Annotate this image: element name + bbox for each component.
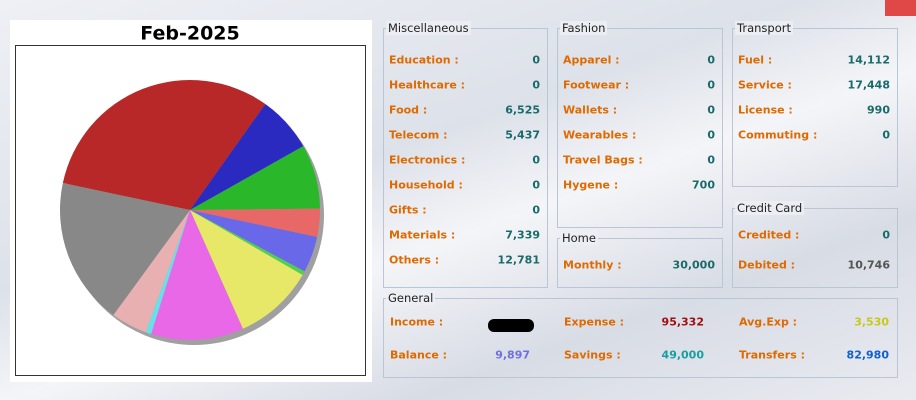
panel-frame [732, 208, 898, 288]
row-value: 0 [532, 78, 540, 92]
row-value: 0 [707, 153, 715, 167]
row-value: 0 [532, 203, 540, 217]
panel-frame [383, 298, 898, 378]
row-label: Household : [389, 178, 463, 192]
row-value: 95,332 [661, 315, 704, 329]
row-label: Monthly : [563, 258, 622, 272]
row-value: 49,000 [661, 348, 704, 362]
pie-slice [62, 80, 266, 210]
row-value: 0 [707, 103, 715, 117]
row-value: 0 [532, 53, 540, 67]
row-label: Wearables : [563, 128, 637, 142]
pie-slice [151, 210, 243, 340]
row-label: Gifts : [389, 203, 427, 217]
panel-frame [557, 28, 723, 228]
row-label: Apparel : [563, 53, 620, 67]
row-value: 700 [692, 178, 715, 192]
row-label: Electronics : [389, 153, 466, 167]
row-label: License : [738, 103, 793, 117]
pie-slice [60, 182, 191, 316]
row-label: Service : [738, 78, 792, 92]
row-value: 6,525 [505, 103, 540, 117]
row-label: Others : [389, 253, 440, 267]
row-label: Food : [389, 103, 428, 117]
row-value: 0 [532, 178, 540, 192]
row-value: 9,897 [495, 348, 530, 362]
income-redacted [488, 319, 534, 332]
row-label: Income : [390, 315, 444, 329]
pie-slice [145, 210, 190, 335]
pie-slice [190, 210, 318, 272]
panel-title: Miscellaneous [386, 21, 471, 35]
row-value: 17,448 [847, 78, 890, 92]
row-label: Fuel : [738, 53, 773, 67]
panel-frame [732, 28, 898, 187]
row-label: Transfers : [739, 348, 805, 362]
pie-slice [190, 146, 320, 210]
pie-slice [190, 104, 304, 210]
row-value: 0 [707, 78, 715, 92]
row-label: Telecom : [389, 128, 448, 142]
row-label: Avg.Exp : [739, 315, 798, 329]
row-value: 990 [867, 103, 890, 117]
row-value: 0 [882, 228, 890, 242]
pie-slice [190, 210, 303, 329]
row-value: 0 [707, 53, 715, 67]
pie-slice [190, 208, 320, 238]
row-label: Debited : [738, 258, 796, 272]
row-value: 30,000 [672, 258, 715, 272]
panel-title: Home [560, 231, 598, 245]
row-label: Balance : [390, 348, 448, 362]
panel-title: Credit Card [735, 201, 805, 215]
pie-slice [190, 210, 305, 275]
panel-frame [557, 238, 723, 288]
row-value: 0 [532, 153, 540, 167]
close-button[interactable] [885, 0, 916, 16]
pie-slice [113, 210, 190, 333]
row-label: Footwear : [563, 78, 630, 92]
row-label: Commuting : [738, 128, 818, 142]
row-label: Wallets : [563, 103, 618, 117]
row-value: 82,980 [846, 348, 889, 362]
chart: Feb-2025 [10, 20, 372, 382]
row-label: Travel Bags : [563, 153, 643, 167]
row-value: 3,530 [854, 315, 889, 329]
panel-title: Fashion [560, 21, 608, 35]
chart-title: Feb-2025 [140, 23, 239, 45]
row-label: Hygene : [563, 178, 619, 192]
row-value: 0 [882, 128, 890, 142]
panel-title: Transport [735, 21, 793, 35]
row-label: Expense : [564, 315, 625, 329]
row-label: Education : [389, 53, 459, 67]
row-value: 14,112 [847, 53, 890, 67]
row-value: 10,746 [847, 258, 890, 272]
panel-title: General [386, 291, 436, 305]
row-label: Credited : [738, 228, 800, 242]
row-value: 12,781 [497, 253, 540, 267]
row-value: 0 [707, 128, 715, 142]
row-label: Savings : [564, 348, 621, 362]
row-value: 7,339 [505, 228, 540, 242]
row-value: 5,437 [505, 128, 540, 142]
row-label: Materials : [389, 228, 456, 242]
row-label: Healthcare : [389, 78, 466, 92]
